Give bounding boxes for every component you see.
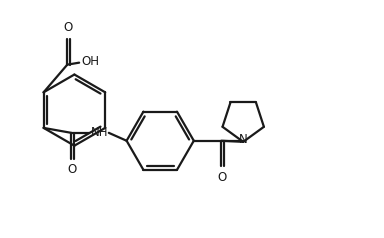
- Text: O: O: [64, 21, 73, 34]
- Text: N: N: [239, 133, 248, 146]
- Text: NH: NH: [91, 126, 109, 139]
- Text: O: O: [218, 171, 227, 184]
- Text: OH: OH: [81, 55, 99, 68]
- Text: O: O: [68, 164, 77, 176]
